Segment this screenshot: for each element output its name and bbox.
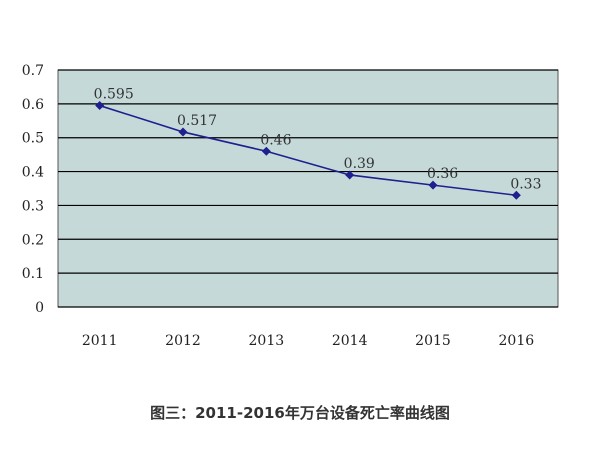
line-chart: 00.10.20.30.40.50.60.7 2011 2012 2013 2014 2… (22, 63, 559, 349)
data-label: 0.46 (260, 132, 291, 148)
y-axis-ticks: 0 0.1 0.2 0.3 0.4 0.5 0.6 0.7 (22, 63, 44, 316)
x-axis-ticks: 2011 2012 2013 2014 2015 2016 (82, 333, 534, 349)
data-label: 0.595 (94, 87, 134, 103)
y-tick-label: 0.5 (22, 131, 44, 147)
data-label: 0.39 (344, 156, 375, 172)
x-tick-label: 2014 (332, 333, 368, 349)
plot-area (57, 69, 559, 308)
data-point-marker (178, 127, 188, 137)
data-point-marker (511, 190, 521, 200)
data-label: 0.517 (177, 113, 217, 129)
x-tick-label: 2012 (165, 333, 201, 349)
series-line-group: 0.595 0.517 0.46 0.39 0.36 0.33 (94, 87, 542, 200)
x-tick-label: 2013 (249, 333, 285, 349)
y-tick-label: 0 (35, 300, 44, 316)
data-point-marker (428, 180, 438, 190)
x-tick-label: 2011 (82, 333, 118, 349)
y-tick-label: 0.3 (22, 198, 44, 214)
chart-caption: 图三：2011-2016年万台设备死亡率曲线图 (150, 404, 450, 422)
data-point-marker (95, 101, 105, 111)
y-tick-label: 0.7 (22, 63, 44, 79)
data-point-marker (345, 170, 355, 180)
y-tick-label: 0.6 (22, 97, 44, 113)
series-line (99, 104, 517, 197)
y-tick-label: 0.4 (22, 165, 44, 181)
x-tick-label: 2015 (415, 333, 451, 349)
grid-lines (58, 69, 558, 308)
data-label: 0.36 (427, 166, 458, 182)
data-label: 0.33 (510, 176, 541, 192)
x-tick-label: 2016 (499, 333, 535, 349)
data-point-marker (261, 146, 271, 156)
y-tick-label: 0.1 (22, 266, 44, 282)
y-tick-label: 0.2 (22, 232, 44, 248)
